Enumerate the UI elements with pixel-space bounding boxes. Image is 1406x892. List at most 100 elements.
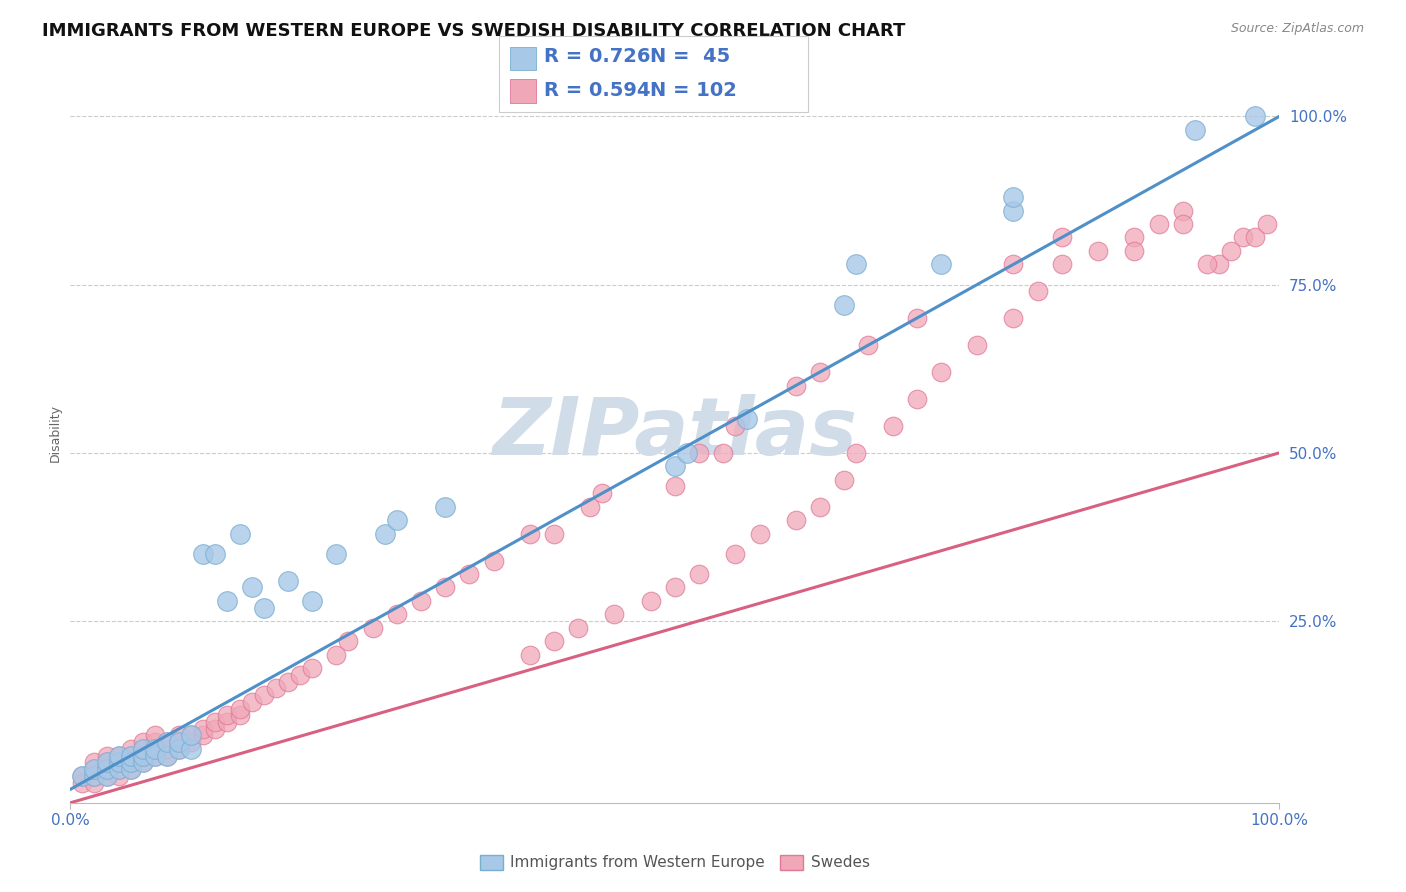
Point [567, 621, 589, 635]
Point [193, 547, 215, 561]
Point [724, 547, 747, 561]
Point [434, 581, 457, 595]
Point [1195, 257, 1218, 271]
Point [808, 365, 831, 379]
Point [1208, 257, 1230, 271]
Text: R = 0.594: R = 0.594 [544, 81, 651, 101]
Point [143, 742, 166, 756]
Point [167, 742, 190, 756]
Point [929, 365, 952, 379]
Point [591, 486, 613, 500]
Point [167, 742, 190, 756]
Point [83, 769, 105, 783]
Point [688, 446, 710, 460]
Point [132, 742, 155, 756]
Point [228, 708, 250, 723]
Point [337, 634, 360, 648]
Point [156, 742, 179, 756]
Point [83, 762, 105, 776]
Point [96, 762, 118, 776]
Point [1184, 122, 1206, 136]
Point [132, 748, 155, 763]
Point [832, 298, 855, 312]
Point [83, 775, 105, 789]
Point [929, 257, 952, 271]
Point [1050, 230, 1073, 244]
Text: ZIPatlas: ZIPatlas [492, 393, 858, 472]
Point [1123, 230, 1146, 244]
Point [167, 735, 190, 749]
Point [905, 392, 928, 406]
Point [966, 338, 988, 352]
Point [832, 473, 855, 487]
Text: Source: ZipAtlas.com: Source: ZipAtlas.com [1230, 22, 1364, 36]
Point [409, 594, 432, 608]
Point [96, 769, 118, 783]
Point [253, 688, 276, 702]
Point [180, 735, 202, 749]
Point [482, 553, 505, 567]
Point [132, 756, 155, 770]
Point [143, 735, 166, 749]
Point [228, 526, 250, 541]
Point [1232, 230, 1254, 244]
Point [107, 762, 129, 776]
Point [132, 756, 155, 770]
Point [808, 500, 831, 514]
Point [132, 742, 155, 756]
Point [96, 748, 118, 763]
Point [253, 600, 276, 615]
Point [204, 714, 226, 729]
Point [120, 756, 142, 770]
Point [711, 446, 734, 460]
Point [240, 695, 263, 709]
Point [664, 479, 686, 493]
Point [1002, 311, 1025, 326]
Point [785, 378, 807, 392]
Point [579, 500, 602, 514]
Point [217, 708, 239, 723]
Text: N = 102: N = 102 [650, 81, 737, 101]
Point [107, 748, 129, 763]
Point [72, 769, 94, 783]
Point [374, 526, 396, 541]
Point [264, 681, 287, 696]
Y-axis label: Disability: Disability [49, 403, 62, 462]
Point [301, 594, 323, 608]
Point [1171, 203, 1194, 218]
Point [143, 729, 166, 743]
Text: R = 0.726: R = 0.726 [544, 46, 651, 66]
Point [1002, 257, 1025, 271]
Point [107, 769, 129, 783]
Legend: Immigrants from Western Europe, Swedes: Immigrants from Western Europe, Swedes [474, 848, 876, 877]
Point [385, 607, 408, 622]
Point [193, 729, 215, 743]
Point [120, 748, 142, 763]
Point [724, 418, 747, 433]
Point [361, 621, 384, 635]
Point [1171, 217, 1194, 231]
Point [132, 748, 155, 763]
Point [204, 722, 226, 736]
Point [228, 701, 250, 715]
Point [156, 735, 179, 749]
Point [1220, 244, 1243, 258]
Point [785, 513, 807, 527]
Point [434, 500, 457, 514]
Point [748, 526, 770, 541]
Point [1050, 257, 1073, 271]
Point [1123, 244, 1146, 258]
Point [882, 418, 904, 433]
Point [664, 459, 686, 474]
Point [240, 581, 263, 595]
Point [83, 762, 105, 776]
Point [143, 748, 166, 763]
Point [458, 566, 481, 581]
Point [132, 735, 155, 749]
Point [193, 722, 215, 736]
Point [301, 661, 323, 675]
Point [640, 594, 662, 608]
Point [167, 735, 190, 749]
Point [107, 762, 129, 776]
Point [688, 566, 710, 581]
